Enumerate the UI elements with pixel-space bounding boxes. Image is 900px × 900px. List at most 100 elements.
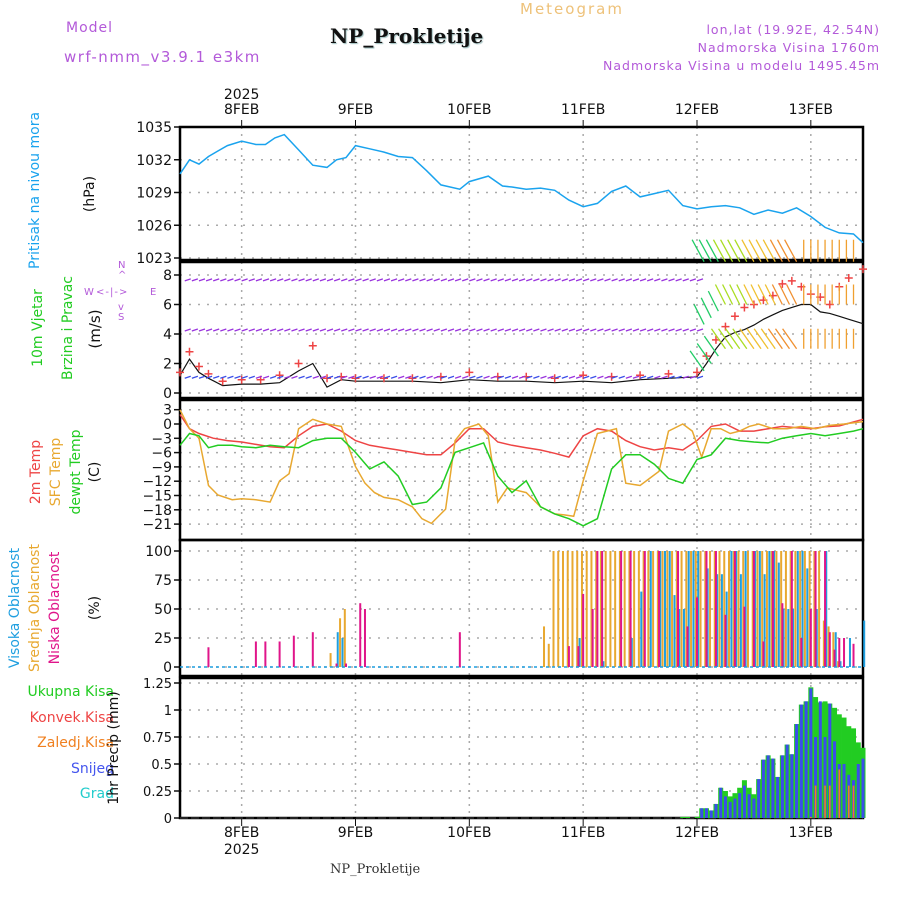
wind-arrow — [696, 343, 712, 364]
snow-bar — [856, 764, 860, 818]
wind-arrow — [184, 375, 191, 379]
mid-cloud-bar — [609, 551, 612, 667]
wind-arrow — [220, 375, 227, 379]
y-tick-label: 2 — [163, 357, 172, 373]
wind-arrow — [700, 297, 712, 319]
mid-cloud-bar — [742, 551, 745, 667]
wind-arrow — [198, 328, 206, 332]
low-cloud-bar — [838, 638, 841, 667]
low-cloud-bar — [800, 638, 803, 667]
mid-cloud-bar — [585, 551, 588, 667]
wind-arrow — [504, 278, 512, 282]
wind-arrow — [369, 375, 376, 379]
wind-arrow — [476, 375, 483, 379]
wind-arrow — [362, 375, 369, 379]
wind-arrow — [319, 278, 327, 282]
wind-arrow — [654, 278, 661, 282]
wind-arrow — [750, 284, 762, 305]
wind-arrow — [383, 278, 391, 282]
legend-conv-precip: Konvek.Kisa — [29, 710, 114, 726]
y-tick-label: 0 — [163, 660, 172, 676]
wind-arrow — [604, 328, 611, 332]
y-tick-label: −6 — [151, 446, 172, 462]
high-cloud-bar — [744, 551, 747, 667]
wind-arrow — [654, 328, 661, 332]
lonlat-label: lon,lat (19.92E, 42.54N) — [706, 22, 880, 37]
wind-arrow — [291, 375, 298, 379]
high-cloud-bar — [630, 638, 633, 667]
high-cloud-bar — [806, 568, 809, 667]
wind-arrow — [547, 278, 554, 282]
mid-cloud-bar — [775, 551, 778, 667]
wind-arrow — [597, 328, 604, 332]
mid-cloud-bar — [680, 551, 683, 667]
low-cloud-bar — [743, 606, 746, 667]
snow-bar — [709, 810, 713, 818]
y-tick-label: −12 — [142, 474, 172, 490]
wind-arrow — [305, 328, 312, 332]
wind-arrow — [741, 239, 755, 263]
wind-arrow — [561, 278, 569, 282]
low-cloud-bar — [458, 632, 461, 667]
low-cloud-bar — [345, 663, 348, 667]
snow-bar — [714, 803, 718, 818]
snow-bar — [795, 724, 799, 818]
page-title: NP_Prokletije — [330, 24, 484, 48]
wind-arrow — [369, 328, 376, 332]
snow-bar — [704, 808, 708, 818]
snow-bar — [833, 741, 837, 818]
wind-arrow — [348, 328, 355, 332]
wind-arrow — [262, 328, 270, 332]
mid-cloud-bar — [543, 626, 546, 667]
total-precip-bar — [851, 728, 857, 818]
wind-arrow — [348, 278, 355, 282]
wind-arrow — [355, 328, 362, 332]
wind-arrow — [362, 328, 369, 332]
high-cloud-bar — [341, 638, 344, 667]
wind-arrow — [732, 328, 748, 350]
wind-arrow — [590, 278, 597, 282]
wind-arrow — [639, 278, 647, 282]
wind-gust-marker — [730, 312, 739, 321]
wind-arrow — [298, 328, 305, 332]
y-tick-label: 3 — [163, 403, 172, 419]
wind-arrow — [483, 278, 490, 282]
wind-arrow — [511, 328, 519, 332]
high-cloud-bar — [706, 568, 709, 667]
wind-gust-marker — [778, 279, 787, 288]
y-tick-label: 4 — [163, 327, 172, 343]
mid-cloud-bar — [671, 551, 674, 667]
wind-arrow — [277, 278, 284, 282]
low-cloud-bar — [828, 632, 831, 667]
snow-bar — [776, 776, 780, 818]
wind-arrow — [597, 375, 604, 379]
temp2m-line — [179, 414, 864, 458]
wind-arrow — [632, 375, 640, 379]
wind-arrow — [291, 278, 298, 282]
wind-arrow — [540, 328, 547, 332]
frz-precip-bar — [838, 769, 841, 818]
wind-arrow — [518, 375, 526, 379]
wind-arrow — [447, 328, 455, 332]
wind-arrow — [682, 278, 689, 282]
mid-cloud-bar — [652, 551, 655, 667]
wind-arrow — [419, 278, 426, 282]
wind-arrow — [554, 278, 561, 282]
dewpt-line — [179, 427, 864, 527]
compass-cross-icon: <-|-> — [96, 287, 129, 298]
mid-cloud-bar — [690, 551, 693, 667]
wind-arrow — [611, 278, 618, 282]
wind-arrow — [762, 239, 776, 263]
compass-n: N — [118, 260, 126, 271]
wind-arrow — [454, 278, 462, 282]
low-cloud-bar — [714, 551, 717, 667]
wind-arrow — [533, 328, 540, 332]
wind-arrow — [526, 375, 533, 379]
mid-cloud-bar — [647, 551, 650, 667]
mid-cloud-bar — [590, 551, 593, 667]
wind-arrow — [426, 375, 433, 379]
wind-arrow — [227, 375, 234, 379]
snow-bar — [742, 785, 746, 818]
mid-cloud-bar — [813, 551, 816, 667]
high-cloud-bar — [673, 595, 676, 667]
